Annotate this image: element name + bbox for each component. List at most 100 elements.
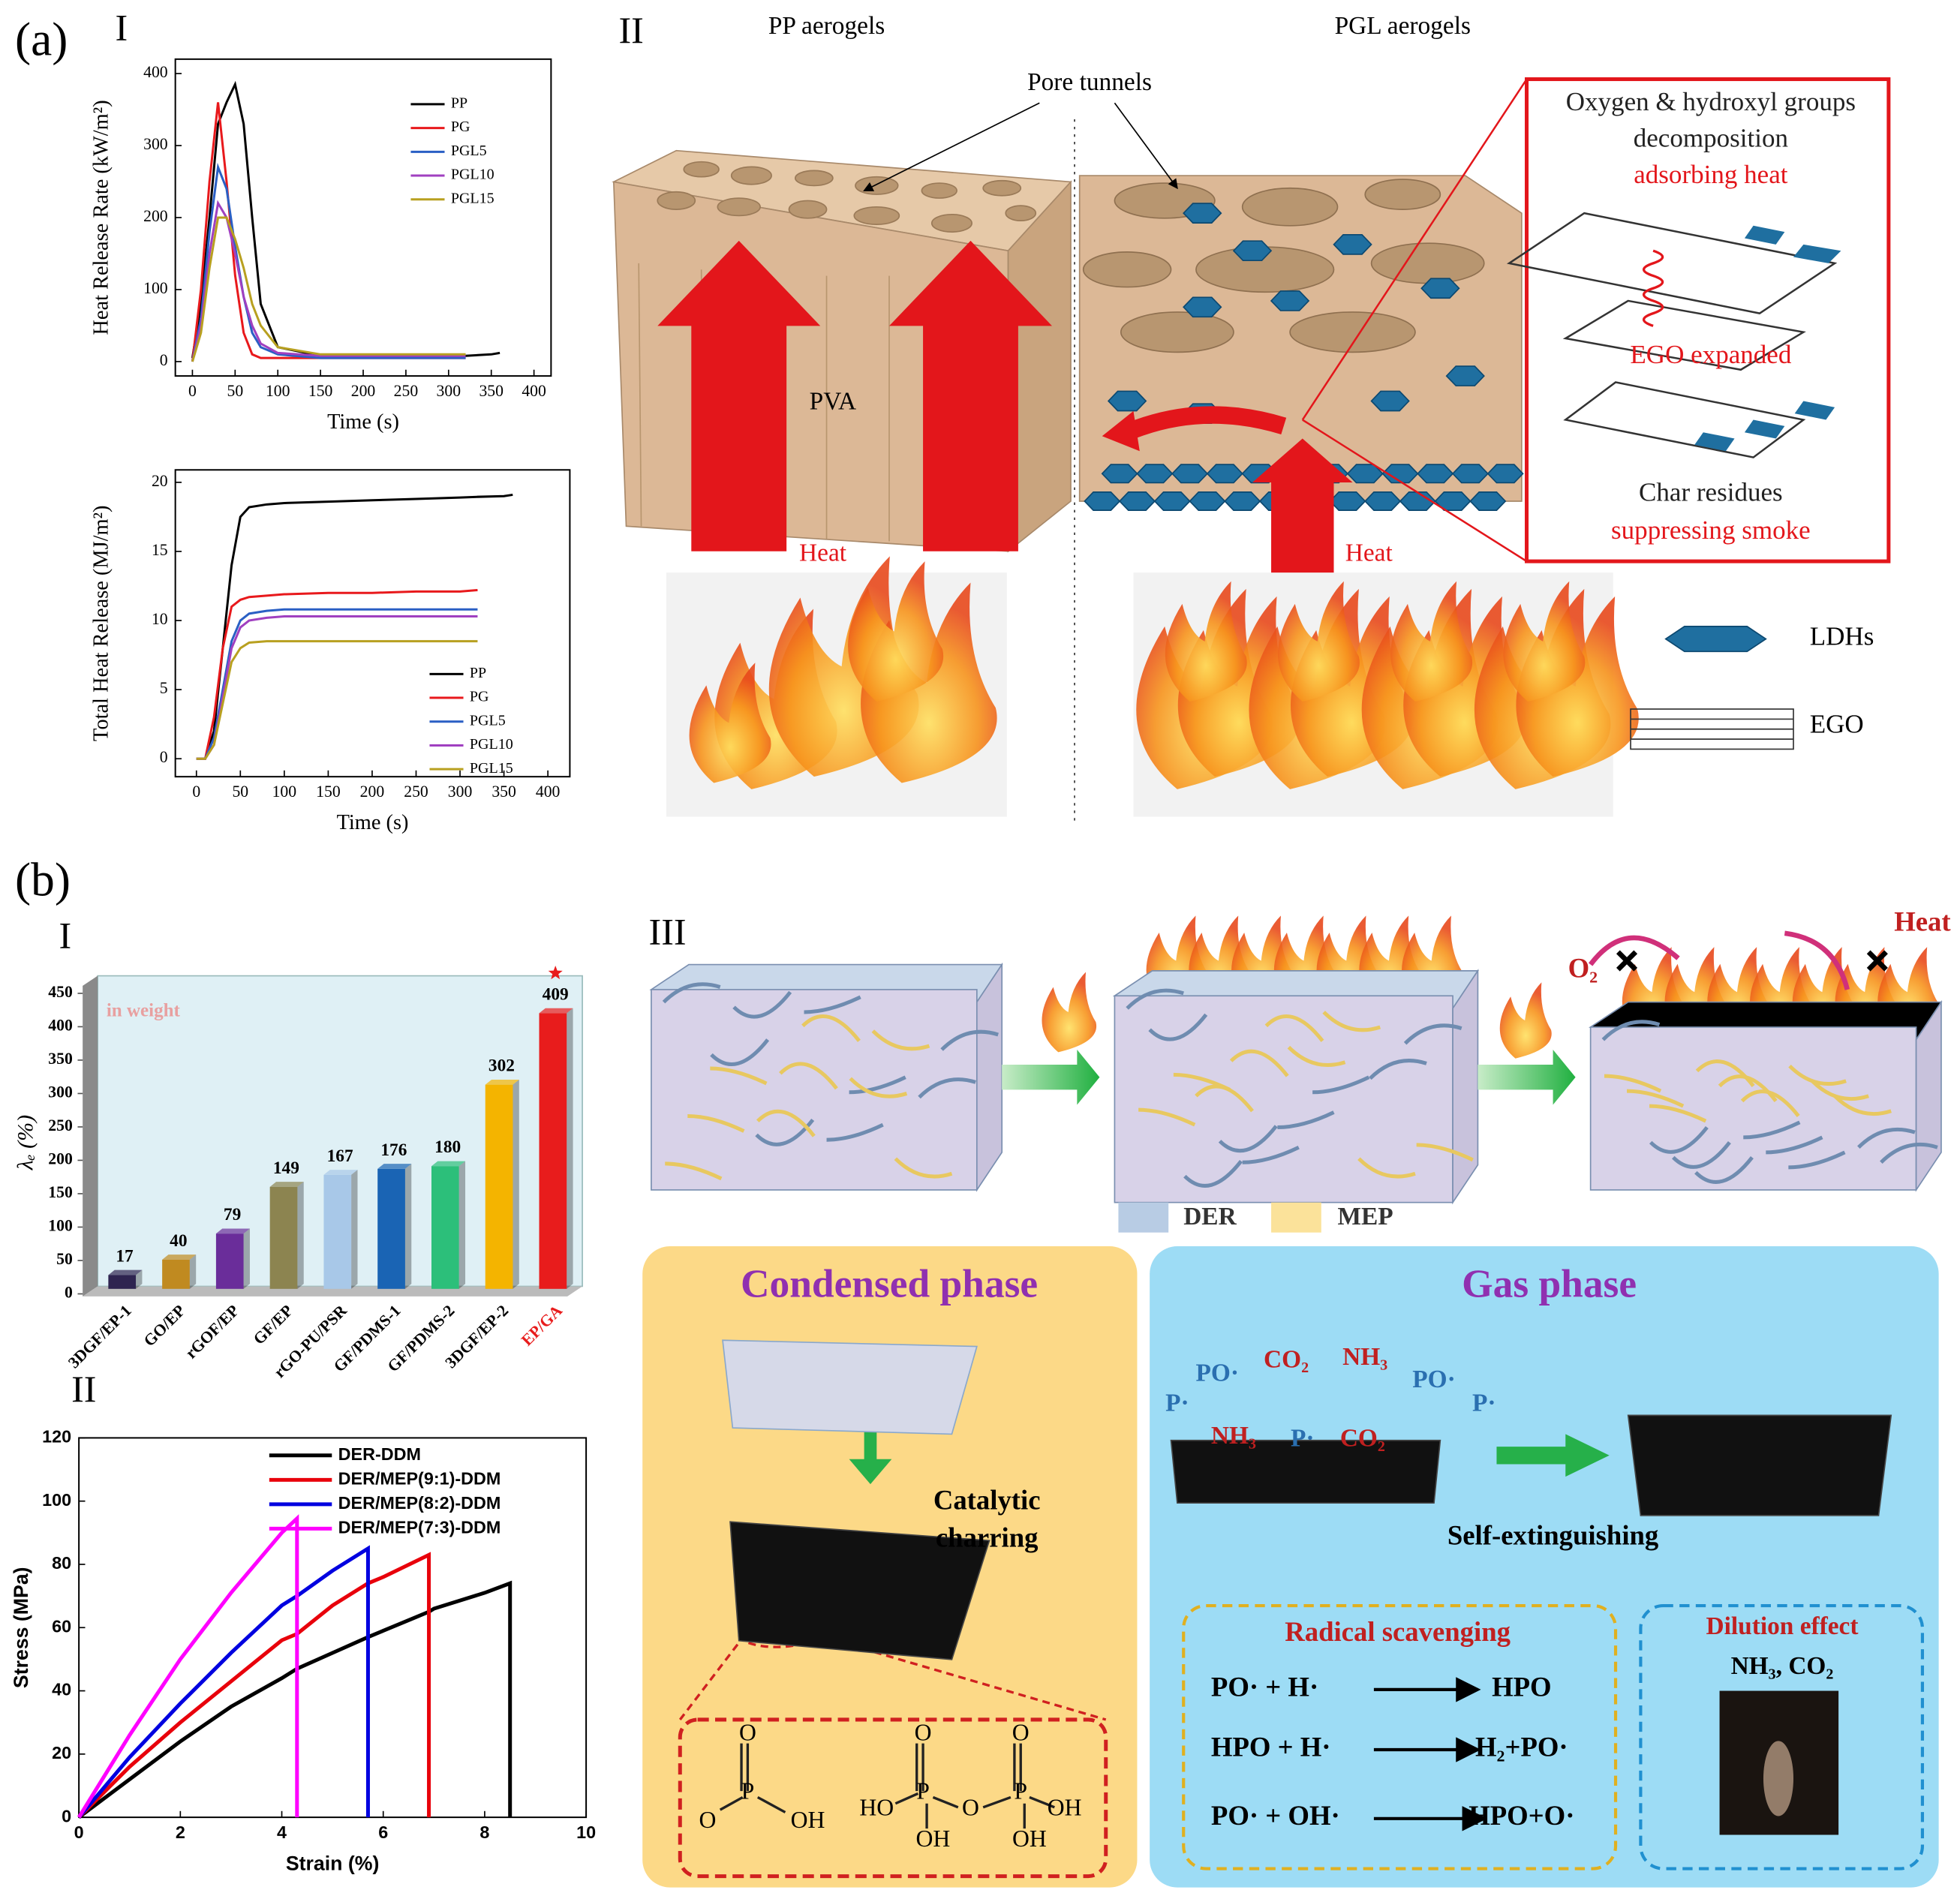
fiber <box>1312 1075 1370 1095</box>
bar-top <box>539 1008 573 1014</box>
fiber <box>1811 1079 1869 1101</box>
label: (b) <box>15 852 71 906</box>
fiber <box>940 1029 999 1051</box>
label: O <box>739 1719 756 1745</box>
bar <box>323 1174 352 1289</box>
label: PO· + H· <box>1211 1671 1318 1702</box>
bar-side <box>189 1254 197 1289</box>
label: EGO expanded <box>1630 340 1791 369</box>
bar-side <box>136 1270 143 1289</box>
label: Gas phase <box>1462 1260 1637 1306</box>
flame <box>861 582 997 783</box>
cube-front <box>1114 995 1453 1203</box>
star <box>548 965 563 980</box>
label: Heat <box>1894 906 1951 937</box>
series-line <box>77 1580 513 1819</box>
label: Oxygen & hydroxyl groups <box>1566 87 1856 116</box>
label: Heat <box>799 539 847 566</box>
label: PGL aerogels <box>1335 12 1471 40</box>
y-tick-label: 100 <box>48 1216 73 1234</box>
series-line <box>191 162 466 362</box>
ldh <box>1084 491 1121 511</box>
fiber <box>1416 1143 1474 1162</box>
flame <box>1165 581 1247 702</box>
y-tick-label: 40 <box>52 1680 71 1699</box>
fiber <box>1766 1135 1823 1155</box>
y-tick-label: 400 <box>48 1016 73 1034</box>
label: NH₃, CO₂ <box>1731 1652 1834 1680</box>
x-tick-label: 3DGF/EP-1 <box>65 1302 135 1372</box>
flame <box>689 663 771 783</box>
label: PP aerogels <box>768 12 885 40</box>
y-axis-label: Stress (MPa) <box>10 1567 32 1688</box>
ldh <box>1183 296 1222 318</box>
bar-side <box>458 1161 466 1289</box>
fiber <box>1369 1059 1427 1080</box>
y-tick-label: 300 <box>48 1083 73 1101</box>
x-tick-label: 2 <box>176 1822 185 1842</box>
fiber <box>1138 1107 1196 1127</box>
flame <box>848 561 944 702</box>
fiber <box>1357 1157 1416 1179</box>
cube-front <box>1589 1026 1917 1191</box>
label: charring <box>936 1522 1039 1553</box>
fiber <box>849 1077 908 1098</box>
side-wall <box>83 975 98 1297</box>
y-tick-label: 0 <box>160 351 168 369</box>
fiber <box>801 1014 861 1042</box>
flame <box>1516 596 1639 777</box>
flame <box>1499 982 1552 1059</box>
label: P· <box>1165 1390 1189 1417</box>
x-axis-label: Time (s) <box>327 410 399 434</box>
ldh <box>1270 290 1310 311</box>
x-tick-label: 50 <box>232 783 248 801</box>
legend-label: PGL10 <box>451 167 495 183</box>
y-tick-label: 120 <box>42 1427 71 1447</box>
bar <box>485 1084 513 1289</box>
label: suppressing smoke <box>1611 515 1811 545</box>
legend-label: PGL5 <box>451 143 487 159</box>
x-tick-label: 10 <box>576 1822 596 1842</box>
bar-top <box>431 1161 466 1167</box>
label: PO· + OH· <box>1211 1800 1340 1831</box>
fiber <box>1788 1064 1847 1086</box>
legend-label: PGL15 <box>470 760 513 777</box>
value-label: 409 <box>543 984 569 1004</box>
bar-side <box>243 1228 250 1289</box>
y-axis-label: Heat Release Rate (kW/m²) <box>89 100 113 335</box>
y-tick-label: 20 <box>52 1743 71 1762</box>
bar <box>431 1166 459 1289</box>
label: Self-extinguishing <box>1447 1519 1658 1550</box>
label: Catalytic <box>933 1485 1041 1516</box>
fiber <box>1788 1150 1846 1170</box>
y-tick-label: 200 <box>143 207 168 225</box>
bar-top <box>108 1270 143 1276</box>
label: NH₃ <box>1211 1422 1256 1450</box>
fiber <box>1627 1089 1685 1108</box>
fiber <box>1649 1125 1709 1154</box>
bar <box>162 1259 190 1289</box>
fiber <box>1649 1104 1707 1123</box>
fiber <box>826 1122 884 1142</box>
ldh <box>1183 203 1222 224</box>
y-tick-label: 20 <box>152 472 168 490</box>
fiber <box>732 990 792 1019</box>
x-tick-label: GO/EP <box>140 1302 189 1351</box>
fiber <box>662 982 721 1004</box>
label: PO· <box>1412 1366 1455 1393</box>
ldh <box>1420 278 1460 299</box>
x-tick-label: 300 <box>448 783 473 801</box>
label: H₂+PO· <box>1475 1731 1568 1762</box>
annotation: in weight <box>107 1001 181 1021</box>
y-tick-label: 200 <box>48 1149 73 1167</box>
fiber <box>1183 1160 1243 1188</box>
y-tick-label: 15 <box>152 541 168 559</box>
fiber <box>871 1029 930 1051</box>
y-tick-label: 0 <box>160 748 168 766</box>
legend-label: PGL5 <box>470 712 506 729</box>
flame <box>1503 581 1586 702</box>
y-tick-label: 80 <box>52 1553 71 1573</box>
label: HPO <box>1492 1671 1552 1702</box>
bar <box>215 1233 244 1289</box>
